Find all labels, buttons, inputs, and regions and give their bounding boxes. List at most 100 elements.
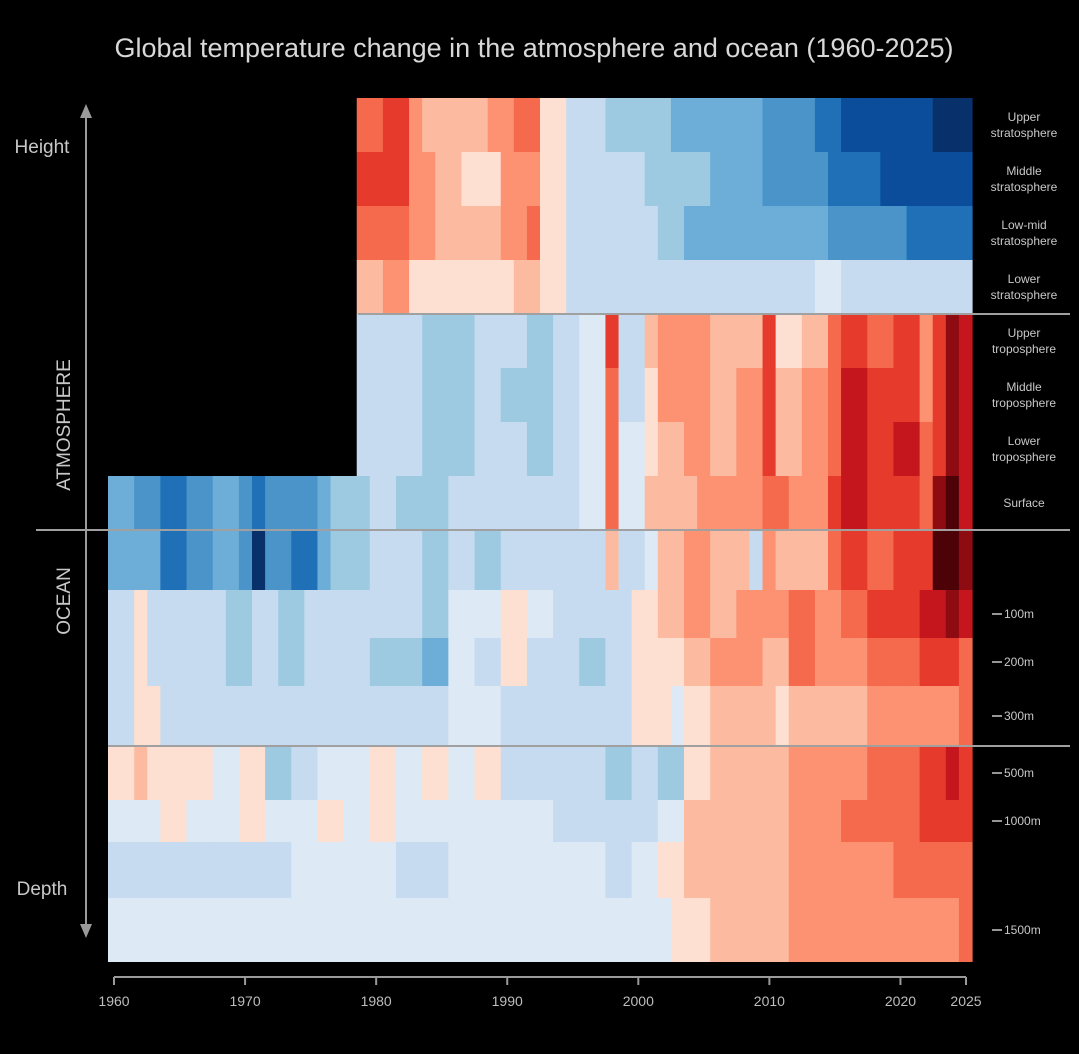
heatmap-cell [448, 686, 463, 746]
heatmap-cell [841, 260, 855, 314]
heatmap-cell [186, 898, 201, 962]
heatmap-cell [317, 638, 332, 686]
heatmap-cell [474, 206, 489, 260]
heatmap-cell [958, 842, 973, 898]
heatmap-cell [317, 842, 332, 898]
heatmap-cell [801, 260, 816, 314]
heatmap-cell [409, 422, 423, 476]
depth-label: 100m [1004, 607, 1034, 621]
heatmap-cell [801, 638, 816, 686]
heatmap-cell [880, 422, 895, 476]
heatmap-cell [919, 206, 934, 260]
heatmap-cell [958, 898, 973, 962]
heatmap-cell [461, 686, 476, 746]
heatmap-cell [945, 368, 960, 422]
heatmap-cell [906, 686, 921, 746]
heatmap-cell [317, 686, 332, 746]
heatmap-cell [409, 898, 423, 962]
heatmap-cell [553, 260, 567, 314]
heatmap-cell [121, 530, 135, 590]
heatmap-cell [723, 638, 737, 686]
heatmap-cell [775, 638, 790, 686]
heatmap-cell [854, 98, 868, 152]
heatmap-cell [880, 686, 895, 746]
heatmap-cell [710, 368, 724, 422]
heatmap-cell [828, 686, 842, 746]
heatmap-cell [893, 686, 908, 746]
heatmap-cell [461, 898, 476, 962]
heatmap-cell [867, 800, 881, 842]
heatmap-cell [841, 686, 855, 746]
heatmap-cell [409, 152, 423, 206]
heatmap-cell [736, 206, 751, 260]
heatmap-cell [906, 530, 921, 590]
heatmap-cell [566, 686, 580, 746]
heatmap-cell [958, 368, 973, 422]
heatmap-cell [291, 638, 305, 686]
heatmap-cell [618, 314, 633, 368]
heatmap-cell [919, 686, 934, 746]
heatmap-cell [238, 590, 253, 638]
heatmap-cell [945, 314, 960, 368]
heatmap-cell [592, 530, 607, 590]
heatmap-cell [723, 530, 737, 590]
heatmap-cell [775, 476, 790, 530]
heatmap-cell [526, 638, 541, 686]
heatmap-cell [618, 898, 633, 962]
heatmap-cell [893, 206, 908, 260]
heatmap-cell [605, 260, 620, 314]
heatmap-cell [775, 530, 790, 590]
heatmap-cell [147, 476, 161, 530]
heatmap-cell [657, 898, 672, 962]
heatmap-cell [225, 638, 240, 686]
heatmap-cell [958, 530, 973, 590]
heatmap-cell [461, 638, 476, 686]
heatmap-cell [605, 206, 620, 260]
heatmap-cell [906, 746, 921, 800]
heatmap-cell [147, 530, 161, 590]
heatmap-cell [958, 638, 973, 686]
heatmap-cell [422, 590, 436, 638]
heatmap-cell [291, 476, 305, 530]
heatmap-cell [854, 368, 868, 422]
heatmap-cell [867, 422, 881, 476]
heatmap-cell [356, 898, 371, 962]
heatmap-cell [893, 898, 908, 962]
heatmap-cell [684, 686, 698, 746]
heatmap-cell [801, 314, 816, 368]
heatmap-cell [487, 206, 502, 260]
heatmap-cells [108, 98, 973, 962]
heatmap-cell [814, 800, 829, 842]
heatmap-cell [723, 152, 737, 206]
heatmap-cell [448, 422, 463, 476]
heatmap-cell [684, 746, 698, 800]
heatmap-cell [566, 206, 580, 260]
heatmap-cell [566, 638, 580, 686]
heatmap-cell [435, 368, 449, 422]
heatmap-cell [265, 476, 279, 530]
heatmap-cell [474, 590, 489, 638]
heatmap-cell [108, 800, 122, 842]
heatmap-cell [854, 898, 868, 962]
heatmap-cell [958, 98, 973, 152]
heatmap-cell [422, 898, 436, 962]
heatmap-cell [291, 800, 305, 842]
heatmap-cell [605, 590, 620, 638]
heatmap-cell [474, 476, 489, 530]
heatmap-cell [396, 590, 410, 638]
heatmap-cell [487, 686, 502, 746]
heatmap-cell [474, 314, 489, 368]
heatmap-cell [500, 638, 515, 686]
heatmap-cell [657, 368, 672, 422]
heatmap-cell [893, 152, 908, 206]
heatmap-cell [932, 590, 947, 638]
heatmap-cell [854, 260, 868, 314]
heatmap-cell [828, 422, 842, 476]
heatmap-cell [461, 152, 476, 206]
heatmap-cell [710, 206, 724, 260]
heatmap-cell [186, 530, 201, 590]
heatmap-cell [788, 638, 803, 686]
heatmap-cell [186, 746, 201, 800]
heatmap-cell [186, 476, 201, 530]
heatmap-cell [958, 800, 973, 842]
